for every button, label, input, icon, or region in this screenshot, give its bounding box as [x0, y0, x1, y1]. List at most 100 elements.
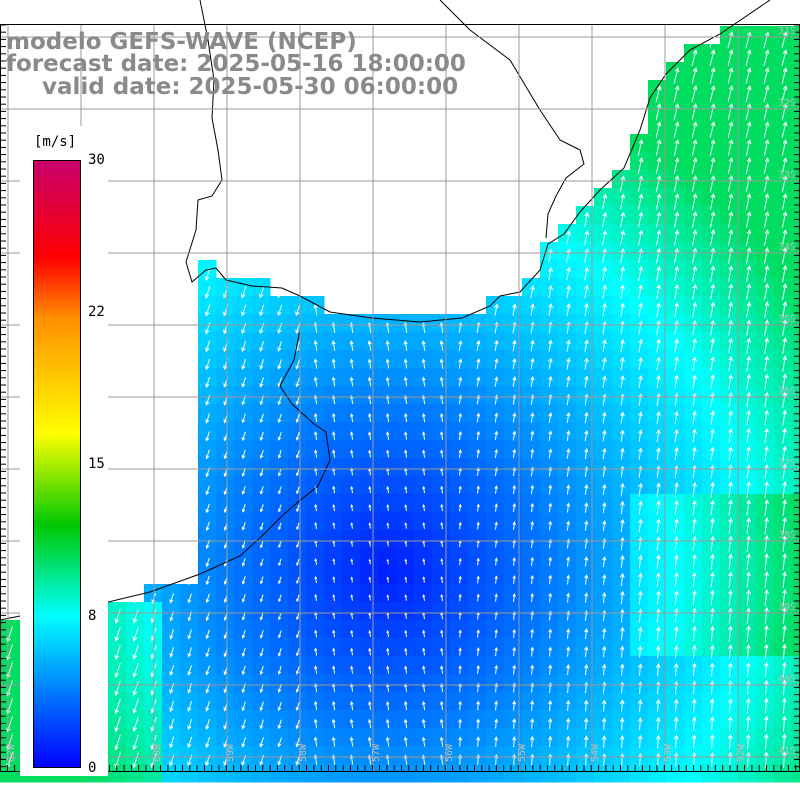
wind-cell	[540, 458, 559, 477]
wind-arrow	[548, 266, 553, 281]
wind-arrow	[278, 558, 282, 567]
wind-cell	[630, 458, 649, 477]
wind-arrow	[385, 340, 390, 351]
wind-arrow	[584, 574, 589, 585]
wind-cell	[612, 656, 631, 675]
wind-cell	[666, 458, 685, 477]
wind-arrow	[422, 647, 426, 656]
wind-arrow	[241, 665, 246, 676]
wind-arrow	[619, 717, 625, 730]
wind-cell	[234, 512, 253, 531]
wind-cell	[306, 494, 325, 513]
wind-arrow	[781, 49, 788, 66]
wind-arrow	[637, 752, 643, 767]
wind-cell	[504, 404, 523, 423]
wind-cell	[522, 530, 541, 549]
wind-cell	[360, 422, 379, 441]
wind-arrow	[530, 646, 535, 657]
wind-cell	[108, 674, 127, 693]
wind-arrow	[241, 449, 246, 460]
wind-cell	[594, 422, 613, 441]
wind-arrow	[332, 449, 336, 458]
wind-cell	[540, 548, 559, 567]
wind-cell	[450, 602, 469, 621]
wind-cell	[486, 656, 505, 675]
wind-cell	[216, 440, 235, 459]
wind-cell	[774, 584, 793, 603]
wind-arrow	[277, 450, 282, 459]
wind-cell	[630, 764, 649, 783]
wind-arrow	[656, 500, 661, 515]
wind-cell	[666, 80, 685, 99]
wind-cell	[306, 566, 325, 585]
wind-cell	[486, 476, 505, 495]
wind-arrow	[458, 412, 463, 423]
wind-arrow	[727, 644, 733, 659]
wind-cell	[540, 764, 559, 783]
wind-cell	[630, 386, 649, 405]
wind-cell	[216, 692, 235, 711]
wind-arrow	[331, 736, 336, 747]
wind-cell	[792, 656, 800, 675]
wind-arrow	[313, 718, 318, 729]
wind-cell	[486, 566, 505, 585]
wind-cell	[432, 458, 451, 477]
wind-cell	[144, 728, 163, 747]
wind-cell	[414, 584, 433, 603]
wind-arrow	[781, 31, 788, 48]
wind-arrow	[277, 486, 282, 495]
wind-arrow	[655, 85, 662, 102]
wind-cell	[468, 512, 487, 531]
wind-arrow	[692, 229, 698, 246]
wind-cell	[594, 692, 613, 711]
wind-arrow	[566, 357, 571, 370]
wind-arrow	[655, 590, 661, 605]
wind-cell	[360, 440, 379, 459]
wind-cell	[576, 494, 595, 513]
wind-cell	[324, 440, 343, 459]
wind-arrow	[385, 718, 390, 729]
wind-arrow	[781, 229, 788, 246]
wind-cell	[594, 296, 613, 315]
wind-arrow	[745, 751, 751, 768]
wind-arrow	[709, 175, 716, 192]
wind-arrow	[691, 662, 697, 677]
wind-arrow	[691, 680, 697, 695]
wind-cell	[198, 422, 217, 441]
wind-arrow	[187, 665, 192, 676]
wind-cell	[198, 386, 217, 405]
wind-cell	[324, 584, 343, 603]
wind-arrow	[620, 193, 626, 210]
wind-arrow	[638, 247, 644, 264]
wind-arrow	[746, 319, 752, 336]
wind-arrow	[656, 374, 661, 389]
wind-arrow	[763, 85, 770, 102]
wind-cell	[504, 530, 523, 549]
wind-cell	[180, 728, 199, 747]
wind-cell	[216, 728, 235, 747]
wind-cell	[540, 296, 559, 315]
wind-arrow	[764, 463, 769, 480]
wind-cell	[180, 674, 199, 693]
wind-cell	[252, 440, 271, 459]
wind-cell	[630, 332, 649, 351]
wind-cell	[558, 728, 577, 747]
wind-arrow	[259, 612, 264, 621]
wind-arrow	[385, 358, 390, 369]
wind-arrow	[476, 376, 481, 387]
wind-cell	[270, 494, 289, 513]
lat-label: 39S	[778, 602, 796, 613]
wind-arrow	[565, 717, 571, 730]
wind-cell	[324, 512, 343, 531]
wind-arrow	[656, 320, 661, 335]
wind-arrow	[620, 356, 625, 371]
wind-cell	[630, 440, 649, 459]
wind-cell	[180, 656, 199, 675]
wind-cell	[666, 422, 685, 441]
wind-arrow	[476, 700, 481, 711]
wind-arrow	[674, 410, 679, 425]
wind-cell	[432, 476, 451, 495]
wind-arrow	[349, 413, 354, 422]
wind-arrow	[638, 211, 644, 228]
wind-cell	[450, 422, 469, 441]
